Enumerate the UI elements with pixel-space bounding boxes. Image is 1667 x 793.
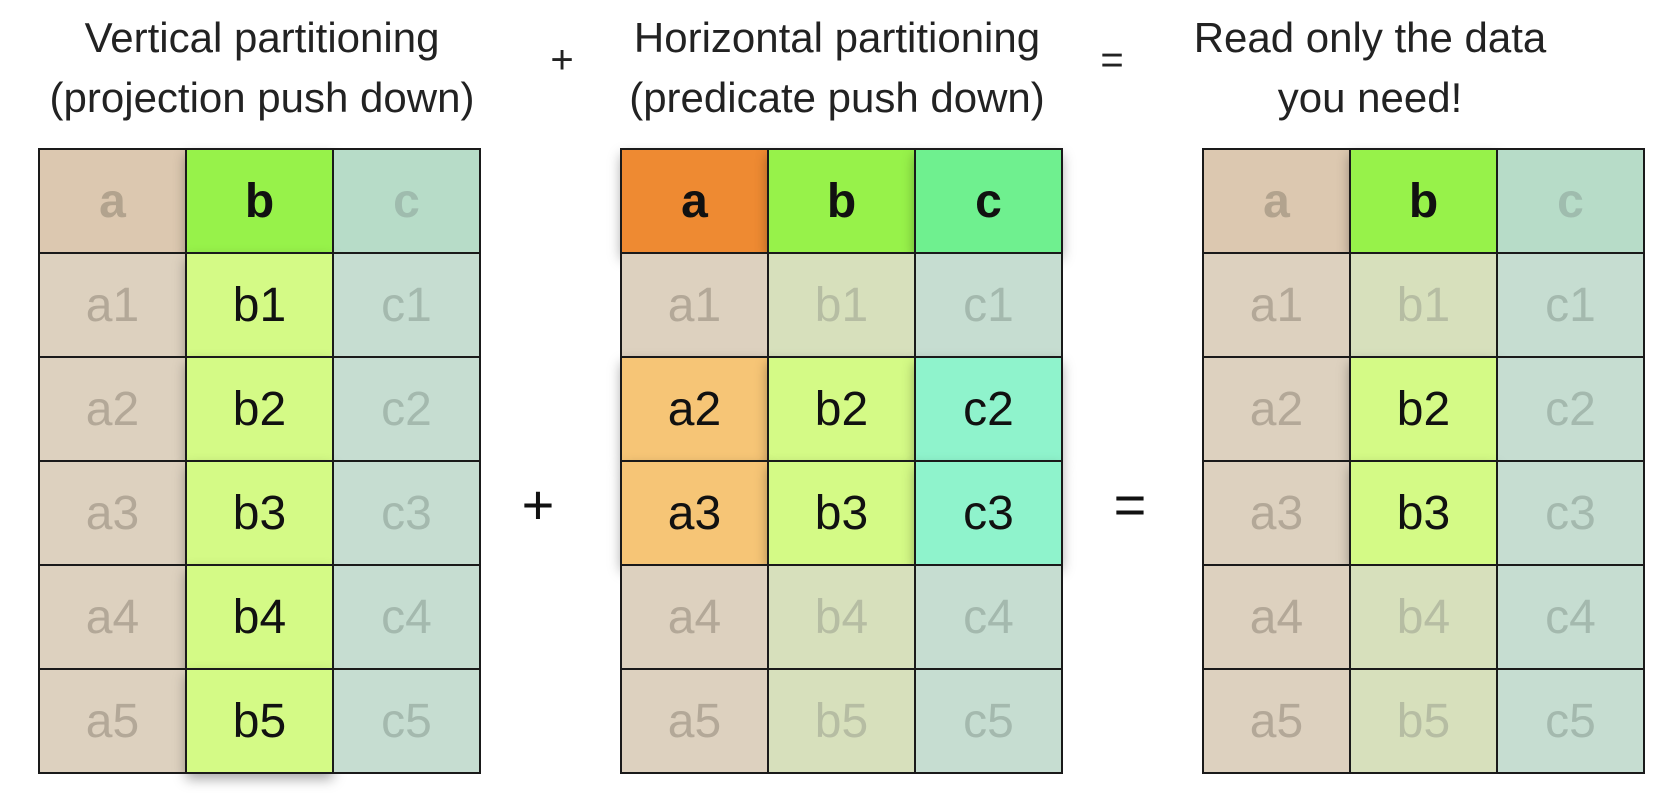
table-row: a1 b1 c1 (1202, 252, 1645, 358)
table-cell: a5 (38, 668, 187, 774)
table-row: a2 b2 c2 (620, 356, 1063, 462)
header-cell-a: a (620, 148, 769, 254)
plus-operator: + (521, 473, 555, 536)
table-row: a4 b4 c4 (38, 564, 481, 670)
table-header-row: a b c (38, 148, 481, 254)
vertical-partitioning-table: a b c a1 b1 c1 a2 b2 c2 a3 b3 c3 a4 b4 c… (38, 148, 481, 774)
header-cell-b: b (767, 148, 916, 254)
header-cell-a: a (38, 148, 187, 254)
table-cell: a2 (1202, 356, 1351, 462)
table-cell: a1 (38, 252, 187, 358)
vertical-caption-line1: Vertical partitioning (84, 14, 440, 61)
table-cell: a2 (620, 356, 769, 462)
horizontal-caption-line2: (predicate push down) (629, 74, 1045, 121)
table-cell: b2 (767, 356, 916, 462)
equals-operator-top: = (1100, 38, 1124, 82)
horizontal-partitioning-table: a b c a1 b1 c1 a2 b2 c2 a3 b3 c3 a4 b4 c… (620, 148, 1063, 774)
horizontal-caption-line1: Horizontal partitioning (633, 14, 1041, 61)
table-row: a3 b3 c3 (38, 460, 481, 566)
table-cell: c3 (332, 460, 481, 566)
table-cell: b4 (767, 564, 916, 670)
table-row: a2 b2 c2 (1202, 356, 1645, 462)
equals-operator: = (1113, 473, 1147, 536)
table-cell: b5 (1349, 668, 1498, 774)
result-table: a b c a1 b1 c1 a2 b2 c2 a3 b3 c3 a4 b4 c… (1202, 148, 1645, 774)
vertical-caption-line2: (projection push down) (49, 74, 475, 121)
table-cell: b5 (185, 668, 334, 774)
table-row: a1 b1 c1 (620, 252, 1063, 358)
header-cell-c: c (332, 148, 481, 254)
table-cell: a5 (620, 668, 769, 774)
table-cell: c4 (1496, 564, 1645, 670)
result-caption-line2: you need! (1277, 74, 1463, 121)
table-row: a5 b5 c5 (620, 668, 1063, 774)
plus-operator-top: + (550, 38, 574, 82)
table-cell: a1 (620, 252, 769, 358)
result-caption: Read only the data you need! (1140, 8, 1600, 128)
horizontal-partitioning-caption: Horizontal partitioning (predicate push … (592, 8, 1082, 128)
table-cell: c5 (1496, 668, 1645, 774)
header-cell-c: c (1496, 148, 1645, 254)
table-cell: c1 (332, 252, 481, 358)
table-cell: a4 (1202, 564, 1351, 670)
table-header-row: a b c (1202, 148, 1645, 254)
table-cell: c2 (1496, 356, 1645, 462)
table-row: a4 b4 c4 (1202, 564, 1645, 670)
table-row: a3 b3 c3 (1202, 460, 1645, 566)
header-cell-b: b (1349, 148, 1498, 254)
table-cell: b1 (185, 252, 334, 358)
table-cell: b3 (185, 460, 334, 566)
table-cell: b1 (767, 252, 916, 358)
table-cell: a2 (38, 356, 187, 462)
table-cell: a3 (620, 460, 769, 566)
header-cell-a: a (1202, 148, 1351, 254)
result-caption-line1: Read only the data (1193, 14, 1547, 61)
table-cell: c1 (914, 252, 1063, 358)
table-cell: a5 (1202, 668, 1351, 774)
table-cell: b4 (185, 564, 334, 670)
table-cell: c1 (1496, 252, 1645, 358)
vertical-partitioning-caption: Vertical partitioning (projection push d… (22, 8, 502, 128)
table-cell: b2 (185, 356, 334, 462)
table-cell: a4 (620, 564, 769, 670)
table-row: a2 b2 c2 (38, 356, 481, 462)
table-cell: c2 (914, 356, 1063, 462)
table-row: a1 b1 c1 (38, 252, 481, 358)
table-cell: a3 (38, 460, 187, 566)
table-cell: c4 (332, 564, 481, 670)
table-cell: c4 (914, 564, 1063, 670)
table-cell: a3 (1202, 460, 1351, 566)
table-row: a3 b3 c3 (620, 460, 1063, 566)
table-row: a5 b5 c5 (38, 668, 481, 774)
table-row: a5 b5 c5 (1202, 668, 1645, 774)
table-header-row: a b c (620, 148, 1063, 254)
table-cell: b3 (1349, 460, 1498, 566)
table-cell: c5 (914, 668, 1063, 774)
header-cell-b: b (185, 148, 334, 254)
table-cell: b2 (1349, 356, 1498, 462)
header-cell-c: c (914, 148, 1063, 254)
table-cell: b5 (767, 668, 916, 774)
table-cell: b3 (767, 460, 916, 566)
table-cell: b1 (1349, 252, 1498, 358)
table-row: a4 b4 c4 (620, 564, 1063, 670)
table-cell: c5 (332, 668, 481, 774)
table-cell: c3 (914, 460, 1063, 566)
table-cell: a1 (1202, 252, 1351, 358)
table-cell: a4 (38, 564, 187, 670)
table-cell: b4 (1349, 564, 1498, 670)
table-cell: c2 (332, 356, 481, 462)
table-cell: c3 (1496, 460, 1645, 566)
